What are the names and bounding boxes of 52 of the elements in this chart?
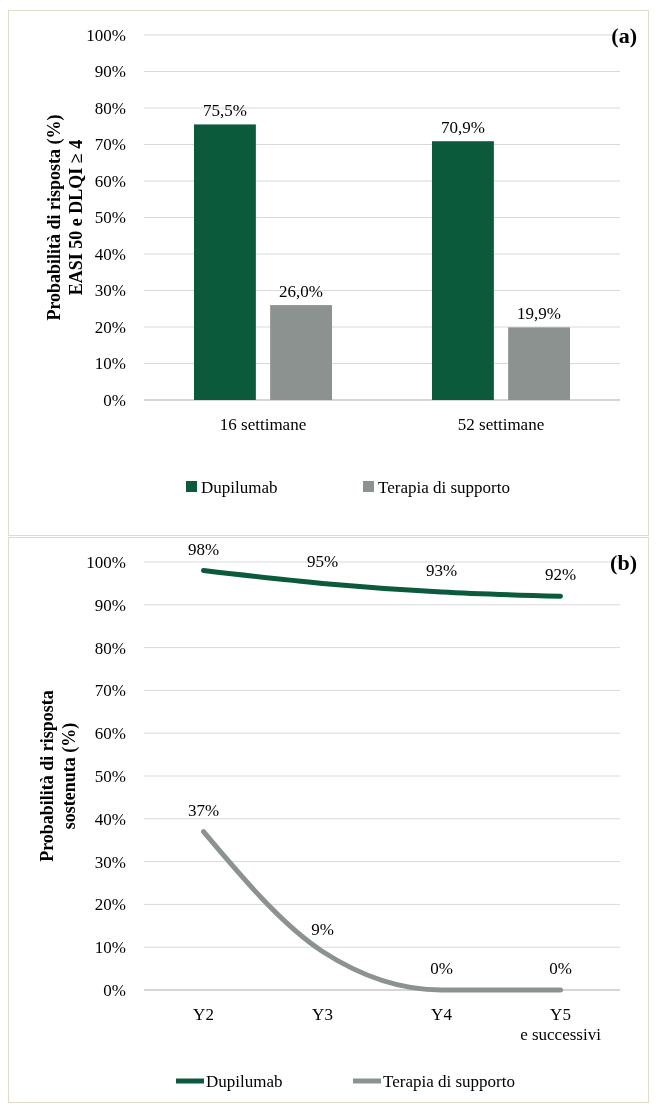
x-tick-label: 52 settimane xyxy=(457,415,545,434)
y-tick-label: 10% xyxy=(94,354,126,374)
y-tick-label: 30% xyxy=(94,852,126,872)
y-tick-label: 70% xyxy=(94,135,126,155)
x-tick-label: 16 settimane xyxy=(219,415,307,434)
bar xyxy=(508,327,571,400)
y-tick-label: 70% xyxy=(94,681,126,701)
data-label: 37% xyxy=(187,800,220,820)
y-tick-label: 0% xyxy=(103,980,126,1000)
y-axis-title: Probabilità di risposta (%) EASI 50 e DLQI ≥ 4 xyxy=(44,114,86,321)
y-tick-label: 100% xyxy=(86,552,126,572)
y-tick-label: 90% xyxy=(94,62,126,82)
bar xyxy=(431,141,494,400)
y-tick-label: 50% xyxy=(94,208,126,228)
y-tick-label: 40% xyxy=(94,244,126,264)
data-label: 19,9% xyxy=(517,304,562,324)
bar xyxy=(270,305,333,400)
data-label: 70,9% xyxy=(440,118,485,138)
y-tick-label: 50% xyxy=(94,766,126,786)
y-tick-label: 30% xyxy=(94,281,126,301)
data-label: 0% xyxy=(549,959,572,978)
data-label: 75,5% xyxy=(202,101,247,121)
data-label: 95% xyxy=(306,552,339,572)
y-tick-label: 20% xyxy=(94,895,126,915)
y-tick-label: 10% xyxy=(94,938,126,958)
y-axis-title: Probabilità di risposta sostenuta (%) xyxy=(37,690,80,862)
y-tick-label: 100% xyxy=(86,25,126,45)
data-label: 0% xyxy=(430,959,453,978)
y-tick-label: 0% xyxy=(103,390,126,410)
data-label: 93% xyxy=(425,560,458,580)
legend-label: Terapia di supporto xyxy=(378,478,510,498)
y-tick-label: 80% xyxy=(94,98,126,118)
legend-label: Dupilumab xyxy=(201,478,278,498)
y-tick-label: 20% xyxy=(94,317,126,337)
data-label: 26,0% xyxy=(279,282,324,302)
annotation: (b) xyxy=(610,550,637,575)
x-tick-label: Y3 xyxy=(312,1005,333,1024)
x-tick-label: Y5 e successivi xyxy=(520,1005,602,1044)
annotation: (a) xyxy=(611,23,637,48)
legend-label: Terapia di supporto xyxy=(383,1072,515,1092)
x-tick-label: Y2 xyxy=(193,1005,214,1024)
y-tick-label: 80% xyxy=(94,638,126,658)
data-label: 98% xyxy=(187,539,220,559)
bar xyxy=(193,124,256,400)
x-tick-label: Y4 xyxy=(431,1005,453,1024)
y-tick-label: 60% xyxy=(94,171,126,191)
y-tick-label: 90% xyxy=(94,595,126,615)
y-tick-label: 40% xyxy=(94,809,126,829)
y-tick-label: 60% xyxy=(94,724,126,744)
data-label: 9% xyxy=(311,920,334,940)
legend-label: Dupilumab xyxy=(206,1072,283,1092)
data-label: 92% xyxy=(544,565,577,585)
